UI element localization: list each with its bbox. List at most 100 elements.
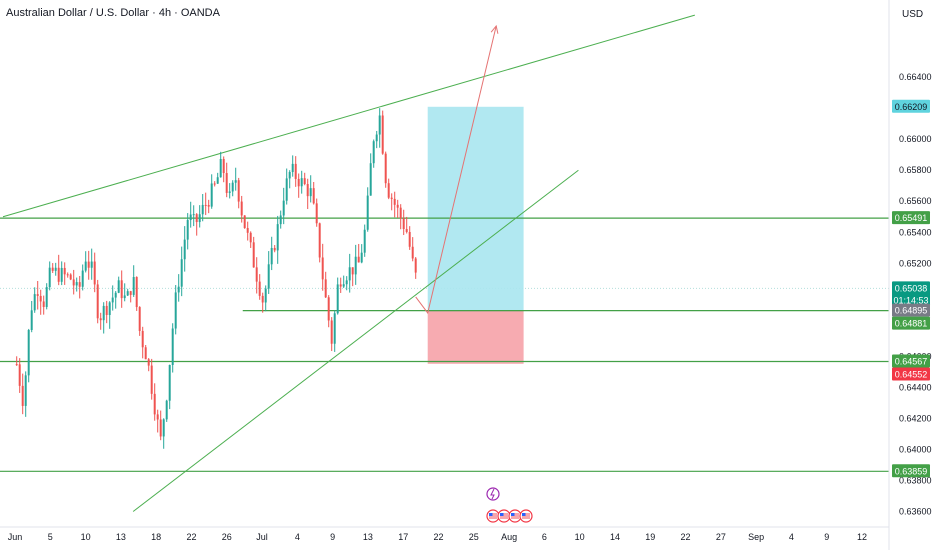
- candle: [135, 276, 138, 311]
- candle: [105, 300, 108, 324]
- candle-body: [210, 183, 213, 207]
- candle-body: [294, 163, 297, 179]
- candle: [24, 371, 27, 417]
- candle-body: [306, 184, 309, 197]
- candle: [291, 155, 294, 177]
- price-tag-0.64567[interactable]: 0.64567: [892, 354, 930, 368]
- candle: [36, 280, 39, 310]
- time-tick-label: 17: [398, 532, 408, 542]
- price-tag-bg: [892, 281, 930, 308]
- candle: [234, 167, 237, 191]
- candle: [138, 306, 141, 336]
- candle-body: [75, 282, 78, 286]
- candle-body: [348, 267, 351, 281]
- candle: [150, 358, 153, 400]
- candle: [120, 270, 123, 308]
- price-tag-bg: [892, 99, 930, 113]
- candle-body: [39, 295, 42, 302]
- candle: [402, 209, 405, 236]
- candle-body: [51, 267, 54, 271]
- candle: [15, 356, 18, 366]
- price-tick-label: 0.64200: [899, 413, 932, 423]
- candle-body: [78, 282, 81, 287]
- candle: [288, 170, 291, 189]
- candle-body: [54, 267, 57, 271]
- candle: [255, 257, 258, 294]
- price-tick-label: 0.64400: [899, 382, 932, 392]
- candle-body: [225, 173, 228, 193]
- price-tag-0.65491[interactable]: 0.65491: [892, 211, 930, 225]
- target-zone[interactable]: [427, 106, 524, 311]
- time-tick-label: 26: [222, 532, 232, 542]
- candle: [243, 215, 246, 229]
- us-flag-icon[interactable]: [497, 509, 511, 523]
- candle-body: [219, 159, 222, 178]
- projection-arrow-line[interactable]: [415, 25, 497, 315]
- candle-body: [309, 188, 312, 197]
- candle-body: [390, 197, 393, 199]
- candle-body: [252, 242, 255, 268]
- candle: [60, 261, 63, 286]
- currency-label[interactable]: USD: [902, 9, 924, 20]
- candle-body: [339, 284, 342, 287]
- candle-body: [396, 204, 399, 208]
- time-tick-label: 22: [186, 532, 196, 542]
- candle: [216, 172, 219, 184]
- candle: [342, 275, 345, 288]
- time-tick-label: 13: [363, 532, 373, 542]
- candle: [123, 283, 126, 302]
- price-tag-0.65038[interactable]: 0.65038 01:14:53: [892, 281, 930, 308]
- flag-stripes: [489, 513, 497, 519]
- price-tag-0.66209[interactable]: 0.66209: [892, 99, 930, 113]
- candle-body: [96, 284, 99, 319]
- candle-body: [108, 302, 111, 315]
- stop-zone[interactable]: [427, 310, 524, 364]
- candle: [54, 262, 57, 276]
- candles: [15, 108, 417, 449]
- candle: [414, 257, 417, 279]
- time-tick-label: 27: [716, 532, 726, 542]
- candle: [297, 173, 300, 198]
- upper-channel-trendline[interactable]: [2, 14, 695, 218]
- candle: [201, 194, 204, 222]
- price-tag-0.63859[interactable]: 0.63859: [892, 464, 930, 478]
- us-flag-icon[interactable]: [486, 509, 500, 523]
- time-tick-label: Jun: [8, 532, 23, 542]
- price-tag-0.64881[interactable]: 0.64881: [892, 316, 930, 330]
- lower-channel-trendline[interactable]: [132, 169, 579, 512]
- candle-body: [15, 364, 18, 366]
- candle-body: [402, 218, 405, 230]
- candle: [237, 177, 240, 209]
- candle-body: [327, 297, 330, 321]
- candle-body: [180, 259, 183, 287]
- candle-body: [153, 393, 156, 415]
- us-flag-icon[interactable]: [519, 509, 533, 523]
- candle: [126, 288, 129, 296]
- candle: [360, 244, 363, 264]
- price-tag-0.64895[interactable]: 0.64895: [892, 303, 930, 317]
- candle-body: [333, 313, 336, 344]
- candle: [249, 231, 252, 248]
- candle: [177, 274, 180, 302]
- us-flag-icon[interactable]: [508, 509, 522, 523]
- candle: [186, 213, 189, 250]
- candle: [246, 221, 249, 241]
- price-tag-value: 0.64552: [895, 369, 928, 379]
- price-tick-label: 0.66000: [899, 134, 932, 144]
- candle-body: [150, 365, 153, 394]
- candle-body: [381, 115, 384, 154]
- candle-body: [69, 274, 72, 280]
- candle: [396, 199, 399, 219]
- candle: [324, 271, 327, 299]
- price-tag-0.64552[interactable]: 0.64552: [892, 367, 930, 381]
- lightning-icon[interactable]: [486, 487, 500, 501]
- candle: [258, 274, 261, 300]
- candle: [309, 175, 312, 203]
- candle-body: [279, 215, 282, 225]
- candle-body: [222, 159, 225, 174]
- candle: [303, 172, 306, 186]
- candle: [210, 174, 213, 209]
- candle-body: [33, 294, 36, 311]
- time-tick-label: 13: [116, 532, 126, 542]
